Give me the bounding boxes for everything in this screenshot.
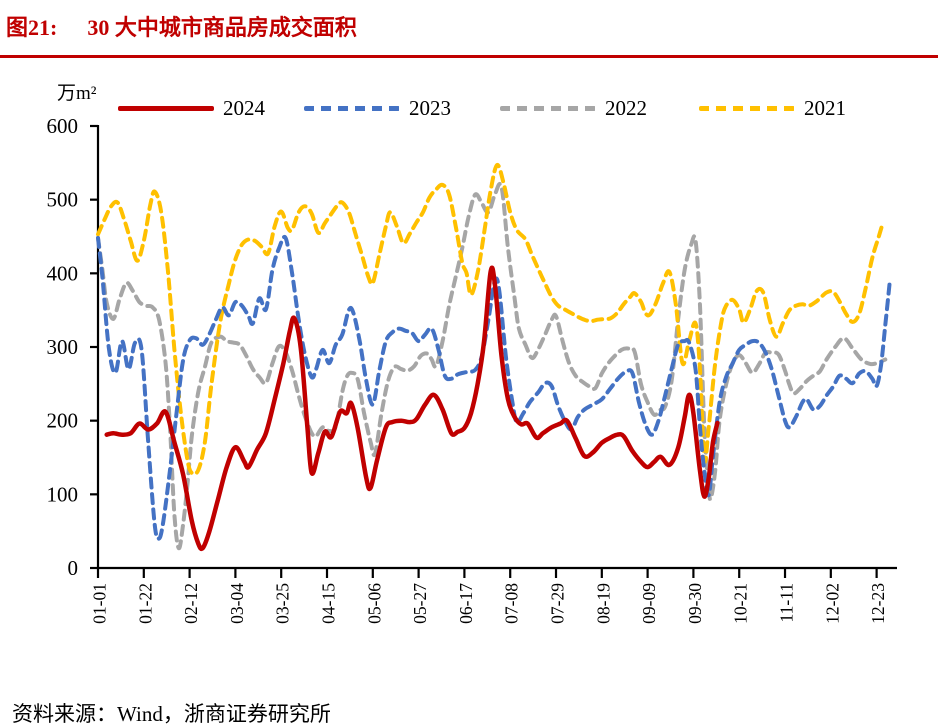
legend-item-2022: 2022	[500, 95, 647, 121]
legend-label-2021: 2021	[804, 95, 846, 120]
x-tick-label: 10-21	[731, 583, 751, 624]
x-tick-label: 01-22	[135, 583, 155, 624]
y-tick-label: 200	[47, 409, 79, 433]
x-tick-label: 02-12	[181, 583, 201, 624]
figure-number: 图21:	[6, 15, 58, 40]
legend-line-sample-2024	[118, 105, 214, 111]
x-tick-label: 07-08	[502, 583, 522, 624]
legend-item-2023: 2023	[304, 95, 451, 121]
source-note: 资料来源：Wind，浙商证券研究所	[12, 702, 331, 726]
y-tick-label: 100	[47, 482, 79, 506]
y-tick-label: 0	[68, 556, 79, 580]
x-tick-label: 11-11	[777, 583, 797, 623]
x-tick-label: 06-17	[456, 583, 476, 624]
legend-item-2021: 2021	[699, 95, 846, 121]
y-tick-label: 300	[47, 335, 79, 359]
title-divider-rule	[0, 55, 938, 58]
x-tick-label: 07-29	[548, 583, 568, 624]
figure-title-text: 30 大中城市商品房成交面积	[87, 15, 357, 40]
x-tick-label: 05-06	[364, 583, 384, 624]
legend-label-2024: 2024	[223, 95, 265, 120]
legend-line-sample-2021	[699, 105, 795, 111]
legend-label-2022: 2022	[605, 95, 647, 120]
x-tick-label: 03-25	[273, 583, 293, 624]
x-tick-label: 12-02	[822, 583, 842, 624]
legend-line-sample-2023	[304, 105, 400, 111]
legend-line-sample-2022	[500, 105, 596, 111]
x-tick-label: 03-04	[227, 583, 247, 624]
series-line-2022	[96, 181, 888, 551]
y-tick-label: 400	[47, 261, 79, 285]
series-line-2024	[104, 265, 720, 552]
series-line-2021	[96, 162, 886, 477]
x-tick-label: 04-15	[319, 583, 339, 624]
y-tick-label: 500	[47, 188, 79, 212]
y-axis-unit-label: 万m²	[57, 83, 97, 104]
x-tick-label: 09-30	[685, 583, 705, 624]
x-tick-label: 01-01	[90, 583, 110, 624]
x-tick-label: 08-19	[593, 583, 613, 624]
legend-item-2024: 2024	[118, 95, 265, 121]
y-tick-label: 600	[47, 114, 79, 138]
x-tick-label: 09-09	[639, 583, 659, 624]
legend-label-2023: 2023	[409, 95, 451, 120]
figure-title: 图21: 30 大中城市商品房成交面积	[6, 10, 357, 42]
x-tick-label: 05-27	[410, 583, 430, 624]
x-tick-label: 12-23	[868, 583, 888, 624]
